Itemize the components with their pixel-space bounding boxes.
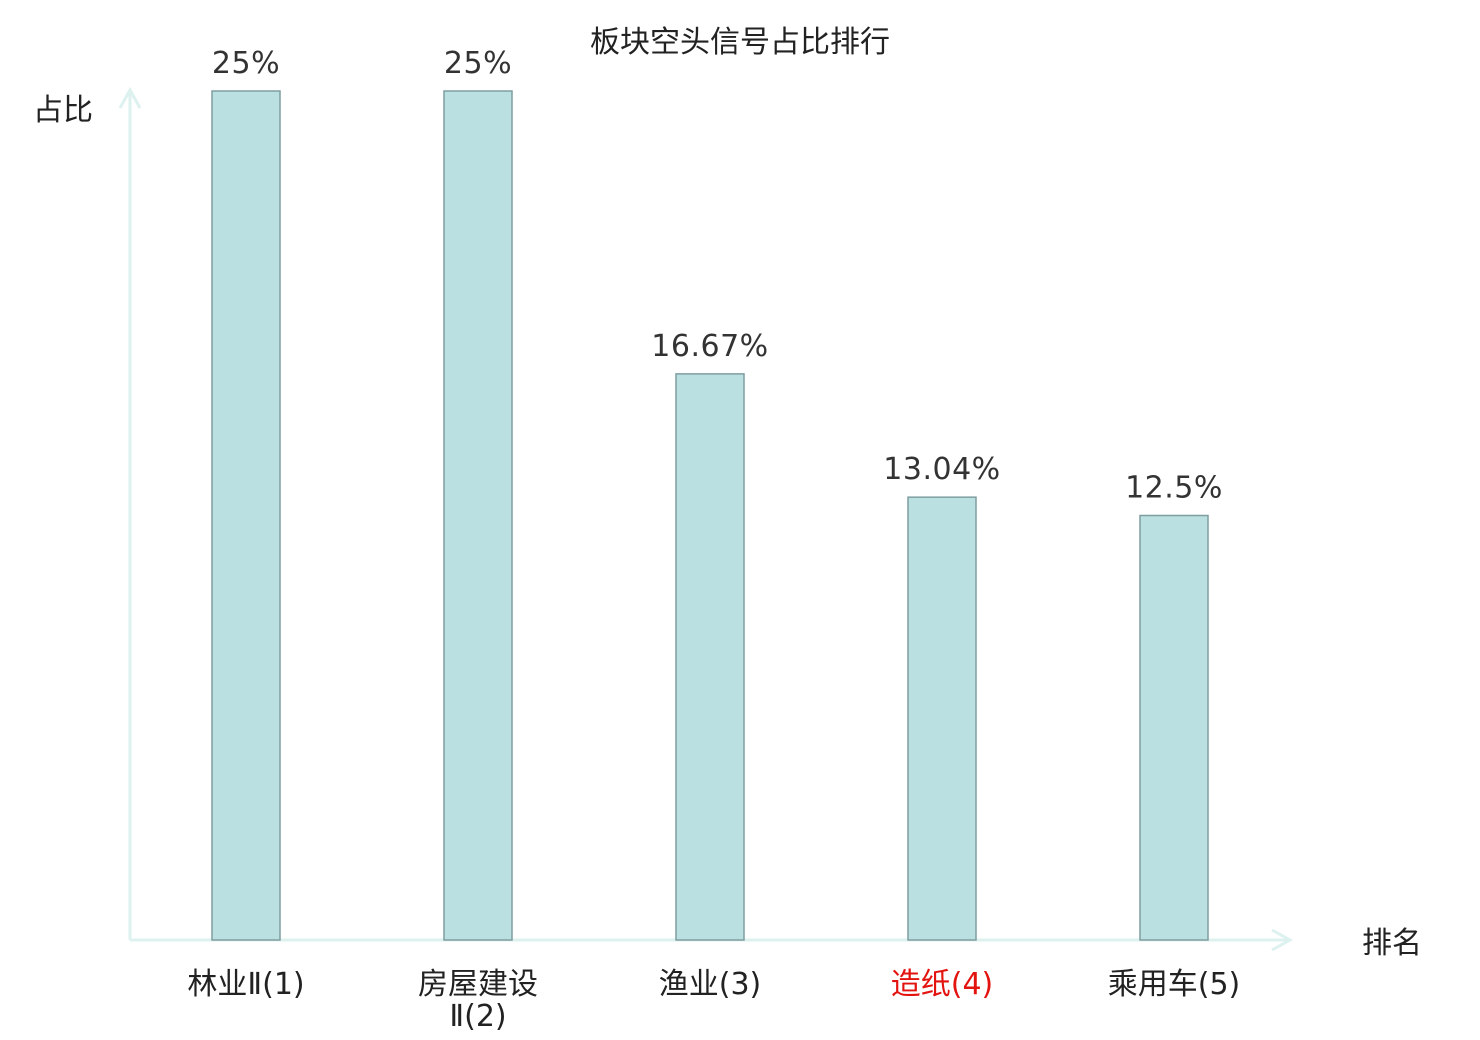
value-labels: 25% 25% 16.67% 13.04% 12.5% xyxy=(212,46,1223,506)
bar xyxy=(907,496,977,941)
data-label: 25% xyxy=(212,46,280,81)
bar xyxy=(443,90,513,941)
x-tick-label: 乘用车(5) xyxy=(1108,967,1241,1002)
bar xyxy=(211,90,281,941)
x-tick-label: 林业Ⅱ(1) xyxy=(187,967,304,1002)
data-label: 25% xyxy=(444,46,512,81)
y-axis-arrow xyxy=(118,86,142,109)
x-tick-label: Ⅱ(2) xyxy=(449,999,506,1034)
x-axis-label: 排名 xyxy=(1362,926,1422,961)
x-tick-label: 房屋建设 xyxy=(418,967,538,1002)
bar xyxy=(1139,514,1209,941)
chart-title: 板块空头信号占比排行 xyxy=(590,25,890,60)
data-label: 16.67% xyxy=(651,329,768,364)
x-axis-arrow xyxy=(1271,928,1294,952)
x-tick-label: 渔业(3) xyxy=(659,967,762,1002)
bars xyxy=(211,90,1209,941)
x-tick-label: 造纸(4) xyxy=(891,967,994,1002)
y-axis-label: 占比 xyxy=(33,93,93,128)
bar xyxy=(675,373,745,941)
data-label: 13.04% xyxy=(883,452,1000,487)
data-label: 12.5% xyxy=(1125,471,1223,506)
